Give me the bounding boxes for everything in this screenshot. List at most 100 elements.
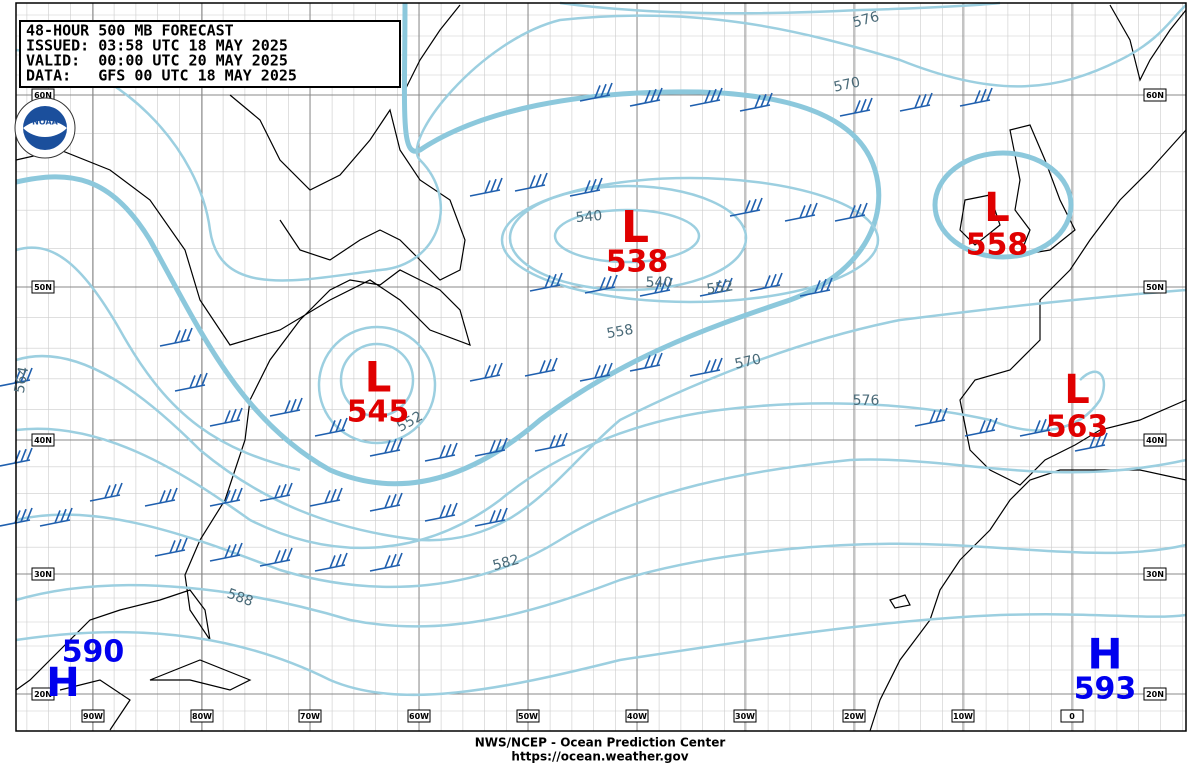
barb-tick [195, 373, 202, 388]
barb-tick [814, 280, 821, 294]
wind-barb [474, 437, 508, 457]
barb-tick [544, 275, 551, 289]
barb-tick [716, 357, 723, 371]
barb-tick [726, 277, 733, 291]
wind-barb [469, 362, 503, 382]
barb-tick [390, 493, 397, 508]
coastlines [15, 4, 1187, 732]
barb-tick [551, 357, 558, 371]
wind-barbs [0, 82, 1108, 572]
center-symbol: H [1087, 630, 1122, 679]
wind-barb [259, 547, 293, 567]
wind-barb [799, 277, 833, 297]
wind-barb [269, 397, 303, 417]
barb-tick [704, 360, 711, 374]
barb-tick [490, 363, 497, 378]
barb-tick [929, 410, 936, 424]
header-line: VALID: 00:00 UTC 20 MAY 2025 [26, 52, 288, 70]
wind-barb [159, 327, 193, 347]
coord-label: 50N [1146, 283, 1164, 292]
barb-tick [66, 507, 73, 521]
contour [15, 246, 301, 472]
barb-tick [650, 353, 657, 368]
contour-thick [15, 2, 882, 487]
barb-tick [1095, 433, 1102, 448]
wind-barb [39, 507, 73, 527]
contour-label: 540 [575, 208, 603, 226]
barb-tick [770, 273, 777, 288]
coord-label: 60N [34, 91, 52, 100]
barb-tick [496, 177, 503, 191]
wind-barb [309, 487, 343, 507]
barb-tick [644, 355, 651, 369]
barb-tick [590, 178, 597, 193]
center-symbol: L [984, 185, 1010, 231]
barb-tick [660, 278, 667, 293]
wind-barb [534, 432, 568, 452]
contour [15, 370, 1106, 550]
barb-tick [980, 88, 987, 103]
barb-tick [26, 447, 33, 461]
barb-tick [710, 88, 717, 103]
barb-tick [26, 507, 33, 521]
barb-tick [756, 197, 763, 211]
coastline [1109, 4, 1187, 82]
barb-tick [189, 375, 196, 389]
barb-tick [914, 95, 921, 109]
barb-tick [396, 437, 403, 451]
wind-barb [469, 177, 503, 197]
wind-barb [514, 172, 548, 192]
barb-tick [611, 274, 618, 288]
contour-label: 570 [832, 74, 861, 95]
barb-tick [766, 92, 773, 106]
barb-tick [760, 93, 767, 108]
barb-tick [849, 205, 856, 219]
coastline [959, 194, 1001, 246]
contour [15, 288, 1187, 542]
barb-tick [60, 508, 67, 523]
barb-tick [820, 278, 827, 293]
barb-tick [159, 490, 166, 504]
barb-tick [811, 202, 818, 216]
wind-barb [689, 87, 723, 107]
wind-barb [784, 202, 818, 222]
barb-tick [280, 483, 287, 498]
barb-tick [280, 548, 287, 563]
wind-barb [689, 357, 723, 377]
center-symbol: L [621, 202, 649, 253]
barb-tick [26, 367, 33, 381]
barb-tick [606, 82, 613, 96]
wind-barb [174, 372, 208, 392]
barb-tick [384, 440, 391, 454]
barb-tick [230, 543, 237, 558]
barb-tick [171, 487, 178, 501]
barb-tick [165, 488, 172, 503]
barb-tick [666, 277, 673, 291]
coord-label: 60W [409, 712, 429, 721]
contour [15, 542, 1187, 628]
barb-tick [584, 180, 591, 194]
wind-barb [914, 407, 948, 427]
barb-tick [650, 88, 657, 103]
barb-tick [704, 90, 711, 104]
contour [553, 208, 701, 264]
barb-tick [224, 410, 231, 424]
barb-tick [764, 275, 771, 289]
wind-barb [529, 272, 563, 292]
barb-tick [341, 417, 348, 431]
barb-tick [926, 92, 933, 106]
barb-tick [854, 100, 861, 114]
wind-barb [839, 97, 873, 117]
contour-thick [932, 150, 1074, 260]
coastline [229, 94, 466, 281]
barb-tick [866, 97, 873, 111]
center-value: 590 [62, 635, 125, 670]
barb-tick [224, 545, 231, 559]
coord-label-box [81, 709, 105, 723]
center-symbol: L [365, 353, 392, 402]
noaa-logo: NOAA [14, 97, 76, 159]
barb-tick [451, 442, 458, 456]
barb-tick [599, 277, 606, 291]
wind-barb [629, 352, 663, 372]
